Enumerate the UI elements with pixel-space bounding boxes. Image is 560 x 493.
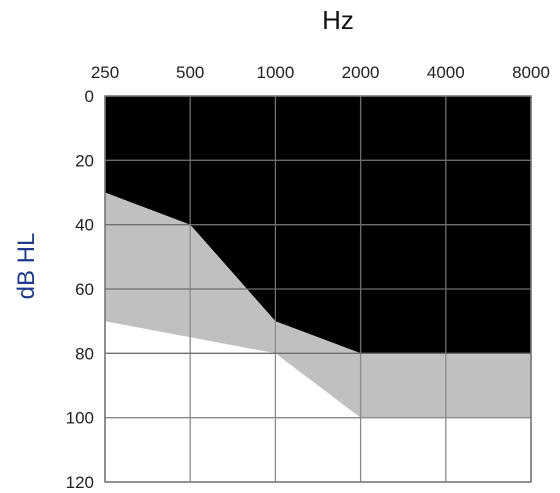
region-gray (105, 192, 531, 418)
x-tick-label: 250 (91, 63, 119, 82)
chart-title: Hz (322, 5, 354, 35)
y-tick-labels: 0 20 40 60 80 100 120 (66, 87, 94, 492)
x-tick-label: 4000 (427, 63, 465, 82)
x-tick-labels: 250 500 1000 2000 4000 8000 (91, 63, 550, 82)
x-tick-label: 8000 (512, 63, 550, 82)
y-tick-label: 80 (75, 344, 94, 363)
y-tick-label: 0 (85, 87, 94, 106)
x-tick-label: 1000 (256, 63, 294, 82)
y-tick-label: 100 (66, 409, 94, 428)
y-tick-label: 20 (75, 151, 94, 170)
y-tick-label: 120 (66, 473, 94, 492)
plot-frame (104, 95, 532, 483)
grid-layer (104, 95, 532, 483)
y-axis-label: dB HL (13, 233, 40, 300)
y-tick-label: 60 (75, 280, 94, 299)
x-tick-label: 2000 (342, 63, 380, 82)
x-tick-label: 500 (176, 63, 204, 82)
y-tick-label: 40 (75, 216, 94, 235)
